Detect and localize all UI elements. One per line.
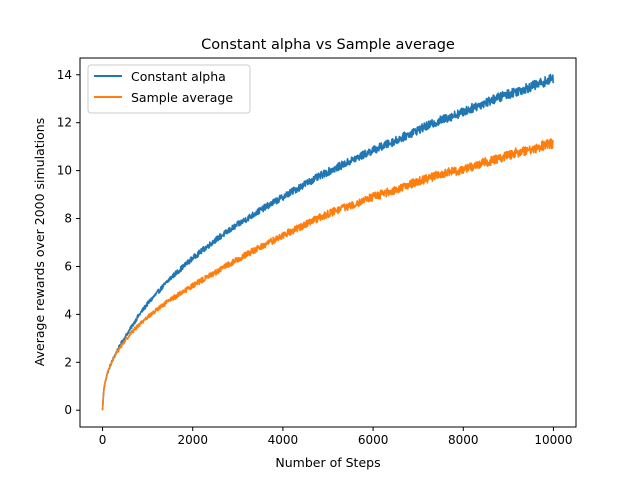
legend: Constant alpha Sample average [87, 64, 251, 114]
legend-label-constant-alpha: Constant alpha [131, 69, 226, 84]
legend-label-sample-average: Sample average [131, 90, 233, 105]
plot-frame [79, 57, 577, 428]
y-tick-label: 14 [57, 68, 72, 82]
y-tick-label: 12 [57, 116, 72, 130]
y-axis: 0 2 4 6 8 10 12 14 [57, 68, 80, 417]
x-tick-label: 6000 [358, 433, 389, 447]
y-tick-label: 8 [64, 212, 72, 226]
legend-box [87, 64, 251, 114]
y-tick-label: 4 [64, 307, 72, 321]
x-tick-label: 10000 [534, 433, 572, 447]
x-axis: 0 2000 4000 6000 8000 10000 [99, 427, 573, 447]
x-tick-label: 0 [99, 433, 107, 447]
y-tick-label: 2 [64, 355, 72, 369]
x-tick-label: 8000 [448, 433, 479, 447]
series-line-constant-alpha [101, 73, 555, 411]
series-layer [101, 73, 555, 411]
series-line-sample-average [101, 138, 554, 411]
chart-title: Constant alpha vs Sample average [201, 37, 455, 53]
x-tick-label: 2000 [177, 433, 208, 447]
y-tick-label: 10 [57, 164, 72, 178]
x-axis-label: Number of Steps [275, 455, 380, 470]
y-axis-label: Average rewards over 2000 simulations [32, 118, 47, 366]
x-tick-label: 4000 [268, 433, 299, 447]
y-tick-label: 6 [64, 259, 72, 273]
y-tick-label: 0 [64, 403, 72, 417]
